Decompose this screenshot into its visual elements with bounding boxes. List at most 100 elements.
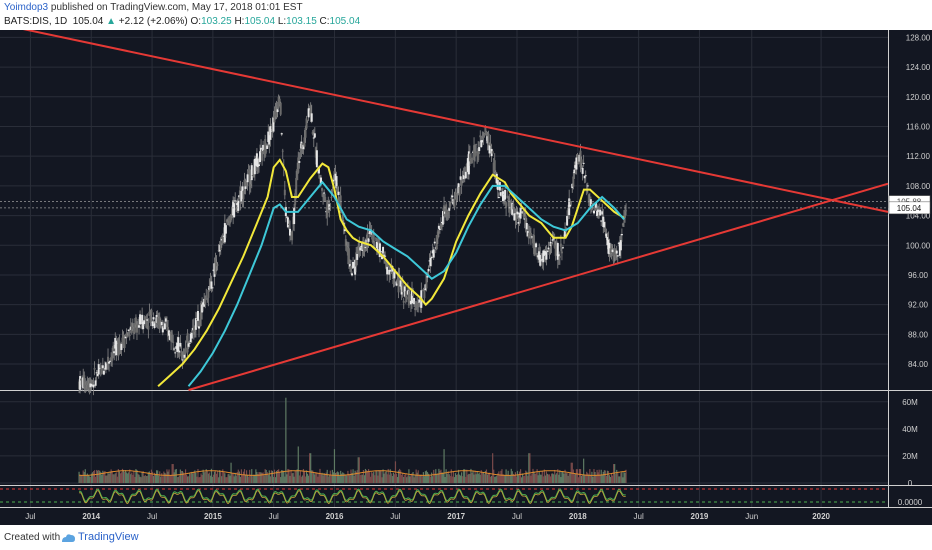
candle-body [559, 243, 562, 247]
candle-body [437, 225, 440, 229]
candle-body [211, 287, 214, 289]
candle-body [531, 238, 534, 244]
candle-body [107, 356, 110, 364]
price-tick-label: 88.00 [908, 330, 929, 339]
candle-body [199, 319, 202, 325]
candle-body [489, 143, 492, 146]
close-value: 105.04 [329, 16, 361, 27]
candle-body [149, 315, 152, 323]
candle-body [243, 179, 246, 191]
candle-body [374, 237, 377, 239]
candle-body [513, 213, 516, 221]
candle-body [343, 229, 346, 232]
candle-body [552, 238, 555, 240]
candle-body [476, 151, 479, 156]
candle-body [436, 231, 439, 239]
candle-body [602, 216, 605, 227]
candle-body [578, 154, 581, 162]
candle-body [299, 149, 302, 151]
candle-body [618, 242, 621, 256]
candle-body [465, 163, 468, 171]
candle-body [603, 221, 606, 228]
candle-body [550, 243, 553, 246]
candle-body [112, 345, 115, 350]
candle-body [464, 171, 467, 179]
candle-body [240, 190, 243, 202]
candle-body [406, 290, 409, 295]
candle-body [480, 140, 483, 148]
candle-body [581, 167, 584, 174]
price-chart[interactable]: 128.00 124.00 120.00 116.00 112.00 108.00 104.… [0, 27, 932, 525]
candle-body [173, 348, 176, 350]
candle-body [431, 250, 434, 254]
candle-body [278, 98, 281, 105]
candle-body [97, 364, 100, 375]
candle-body [259, 151, 262, 163]
candle-body [327, 205, 330, 213]
candle-body [443, 205, 446, 217]
candle-body [297, 157, 300, 173]
candle-body [473, 145, 476, 161]
candle-body [577, 158, 580, 164]
candle-body [95, 372, 98, 374]
candle-body [424, 284, 427, 290]
candle-body [317, 167, 320, 174]
candle-body [212, 269, 215, 271]
price-tick-label: 92.00 [908, 301, 929, 310]
candle-body [245, 180, 248, 186]
candle-body [161, 326, 164, 333]
candle-body [433, 241, 436, 244]
candle-body [469, 159, 472, 163]
candle-body [244, 186, 247, 189]
candle-body [222, 235, 225, 237]
candle-body [184, 347, 187, 354]
candle-body [142, 321, 145, 330]
chart-area[interactable]: 128.00 124.00 120.00 116.00 112.00 108.00 104.… [0, 27, 932, 525]
candle-body [609, 248, 612, 254]
candle-body [558, 256, 561, 258]
candle-body [133, 323, 136, 333]
oscillator-line [78, 488, 626, 503]
candle-body [274, 107, 277, 117]
time-tick-label: 2016 [326, 512, 344, 521]
time-tick-label: 2017 [447, 512, 465, 521]
candle-body [613, 252, 616, 256]
open-label: O: [190, 16, 202, 27]
candle-body [191, 327, 194, 331]
candle-body [298, 161, 301, 163]
high-value: 105.04 [244, 16, 276, 27]
candle-body [153, 321, 156, 329]
candle-body [557, 254, 560, 257]
candle-body [216, 264, 219, 266]
candle-body [470, 157, 473, 164]
candle-body [351, 273, 354, 276]
candle-body [360, 245, 363, 247]
symbol-label: BATS:DIS, 1D [4, 16, 68, 27]
tradingview-link[interactable]: TradingView [78, 531, 139, 543]
price-label-box [888, 201, 931, 215]
candle-body [159, 320, 162, 322]
series-line [187, 180, 625, 387]
candle-body [348, 264, 351, 267]
candle-body [131, 327, 134, 329]
candle-body [150, 309, 153, 315]
candle-body [83, 375, 86, 388]
candle-body [606, 237, 609, 246]
candle-body [89, 383, 92, 388]
candle-body [202, 302, 205, 305]
candle-body [156, 316, 159, 325]
candle-body [365, 239, 368, 243]
candle-body [86, 384, 89, 389]
candle-body [301, 143, 304, 148]
candle-body [218, 244, 221, 252]
candle-body [386, 266, 389, 275]
time-tick-label: Jul [269, 512, 279, 521]
candle-body [419, 304, 422, 306]
candle-body [292, 216, 295, 225]
candle-body [600, 220, 603, 222]
candle-body [490, 148, 493, 157]
candle-body [273, 114, 276, 123]
author-link[interactable]: Yoimdop3 [4, 2, 49, 13]
candle-body [481, 140, 484, 143]
candle-body [354, 259, 357, 275]
